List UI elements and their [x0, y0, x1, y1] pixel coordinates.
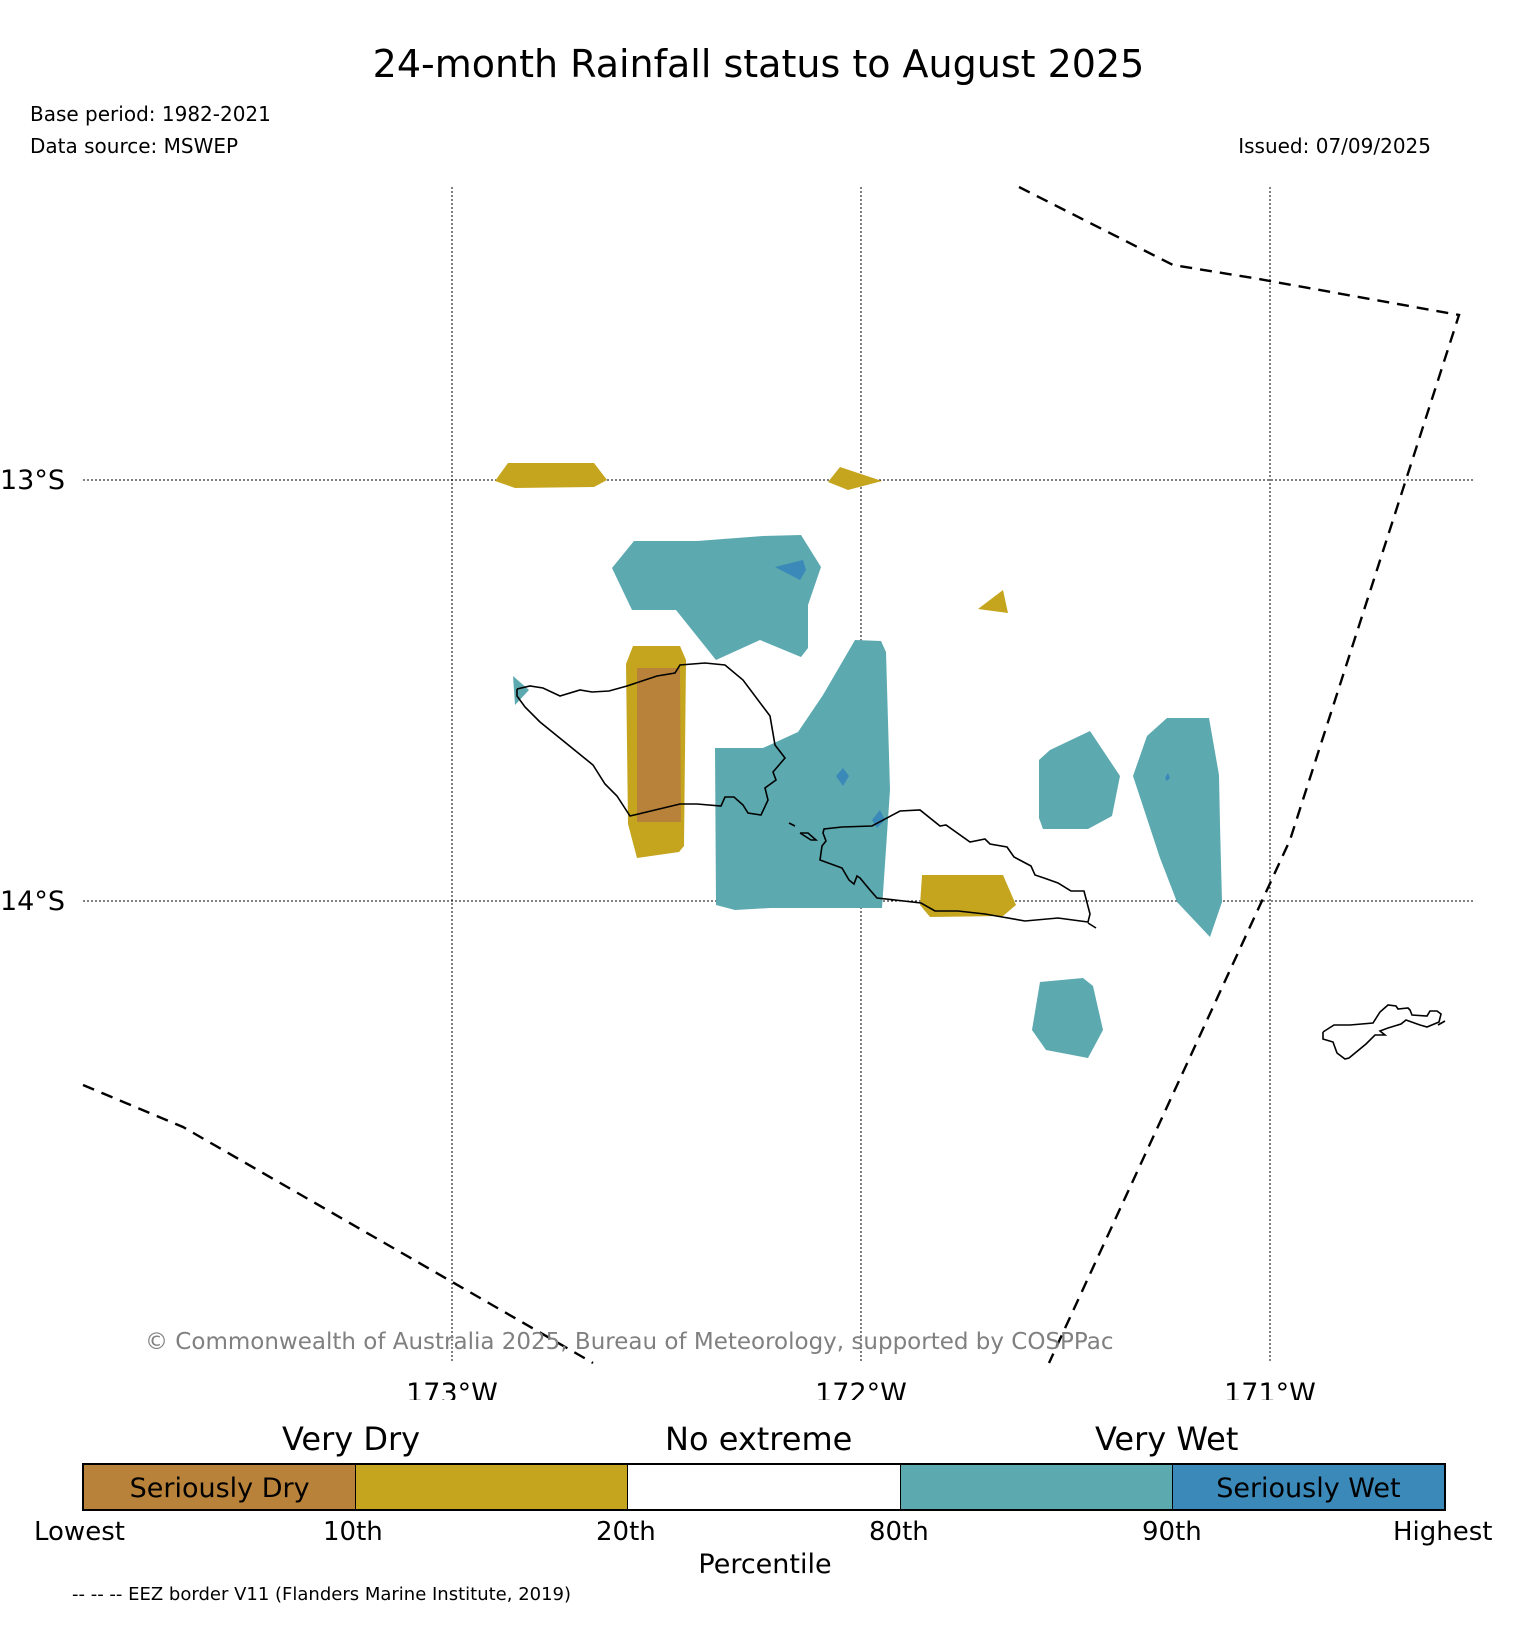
- legend-category-very-wet: Very Wet: [1095, 1420, 1239, 1458]
- lat-label-14s: 14°S: [0, 886, 65, 917]
- wet-patch-north: [612, 535, 821, 660]
- eez-border-note: -- -- -- EEZ border V11 (Flanders Marine…: [72, 1584, 572, 1605]
- dry-patch-east: [978, 590, 1008, 613]
- very-wet-areas: [513, 535, 1222, 1058]
- dry-patch-south: [920, 875, 1016, 917]
- lon-label-172w: 172°W: [815, 1378, 907, 1400]
- legend-colorbar: Seriously Dry Seriously Wet: [82, 1463, 1446, 1511]
- lat-label-13s: 13°S: [0, 465, 65, 496]
- lon-label-173w: 173°W: [406, 1378, 498, 1400]
- legend-tick-highest: Highest: [1393, 1517, 1493, 1547]
- legend-segment-label: Seriously Wet: [1216, 1473, 1401, 1504]
- legend-tick-20th: 20th: [596, 1517, 656, 1547]
- legend-segment-label: Seriously Dry: [129, 1473, 310, 1504]
- legend-axis-label: Percentile: [698, 1549, 832, 1580]
- legend-category-no-extreme: No extreme: [665, 1420, 853, 1458]
- legend-segment-seriously-wet: Seriously Wet: [1172, 1465, 1445, 1509]
- seriously-wet-central: [836, 768, 849, 786]
- apolima-coast: [799, 832, 819, 841]
- seriously-wet-north: [775, 560, 806, 580]
- wet-patch-southeast: [1032, 978, 1103, 1058]
- legend-segment-no-extreme: [628, 1465, 901, 1509]
- legend-category-very-dry: Very Dry: [282, 1420, 421, 1458]
- copyright-notice: © Commonwealth of Australia 2025, Bureau…: [145, 1329, 1114, 1355]
- legend-tick-lowest: Lowest: [34, 1517, 125, 1547]
- upolu-coast: [819, 809, 1091, 923]
- tutuila-coast: [1322, 1004, 1442, 1060]
- dry-patch-small: [828, 467, 882, 490]
- lon-label-171w: 171°W: [1224, 1378, 1316, 1400]
- legend-tick-90th: 90th: [1142, 1517, 1202, 1547]
- wet-patch-west: [513, 676, 529, 705]
- data-source-text: Data source: MSWEP: [30, 134, 239, 158]
- axis-labels: 13°S 14°S 173°W 172°W 171°W: [0, 465, 1316, 1400]
- issued-date-text: Issued: 07/09/2025: [1238, 134, 1431, 158]
- wet-patch-central: [715, 640, 890, 910]
- legend-tick-80th: 80th: [869, 1517, 929, 1547]
- wet-patch-east1: [1039, 731, 1120, 829]
- legend-segment-very-dry: [356, 1465, 629, 1509]
- dry-patch-north: [495, 463, 607, 488]
- eez-border: [82, 185, 1461, 1365]
- manono-coast: [788, 822, 796, 827]
- eez-border-east: [1018, 185, 1461, 1364]
- savaii-coast: [516, 662, 787, 817]
- base-period-text: Base period: 1982-2021: [30, 102, 271, 126]
- aunuu-coast: [1437, 1020, 1446, 1026]
- seriously-wet-east: [1165, 773, 1170, 781]
- wet-patch-east2: [1133, 718, 1222, 937]
- seriously-dry-area: [637, 668, 681, 822]
- rainfall-map: 13°S 14°S 173°W 172°W 171°W: [0, 185, 1475, 1400]
- eez-border-west: [82, 1083, 594, 1365]
- legend-tick-10th: 10th: [323, 1517, 383, 1547]
- legend-segment-very-wet: [900, 1465, 1173, 1509]
- upolu-east-islet: [1087, 922, 1097, 929]
- legend-segment-seriously-dry: Seriously Dry: [84, 1465, 357, 1509]
- coastlines: [516, 662, 1446, 1060]
- map-title: 24-month Rainfall status to August 2025: [372, 42, 1145, 86]
